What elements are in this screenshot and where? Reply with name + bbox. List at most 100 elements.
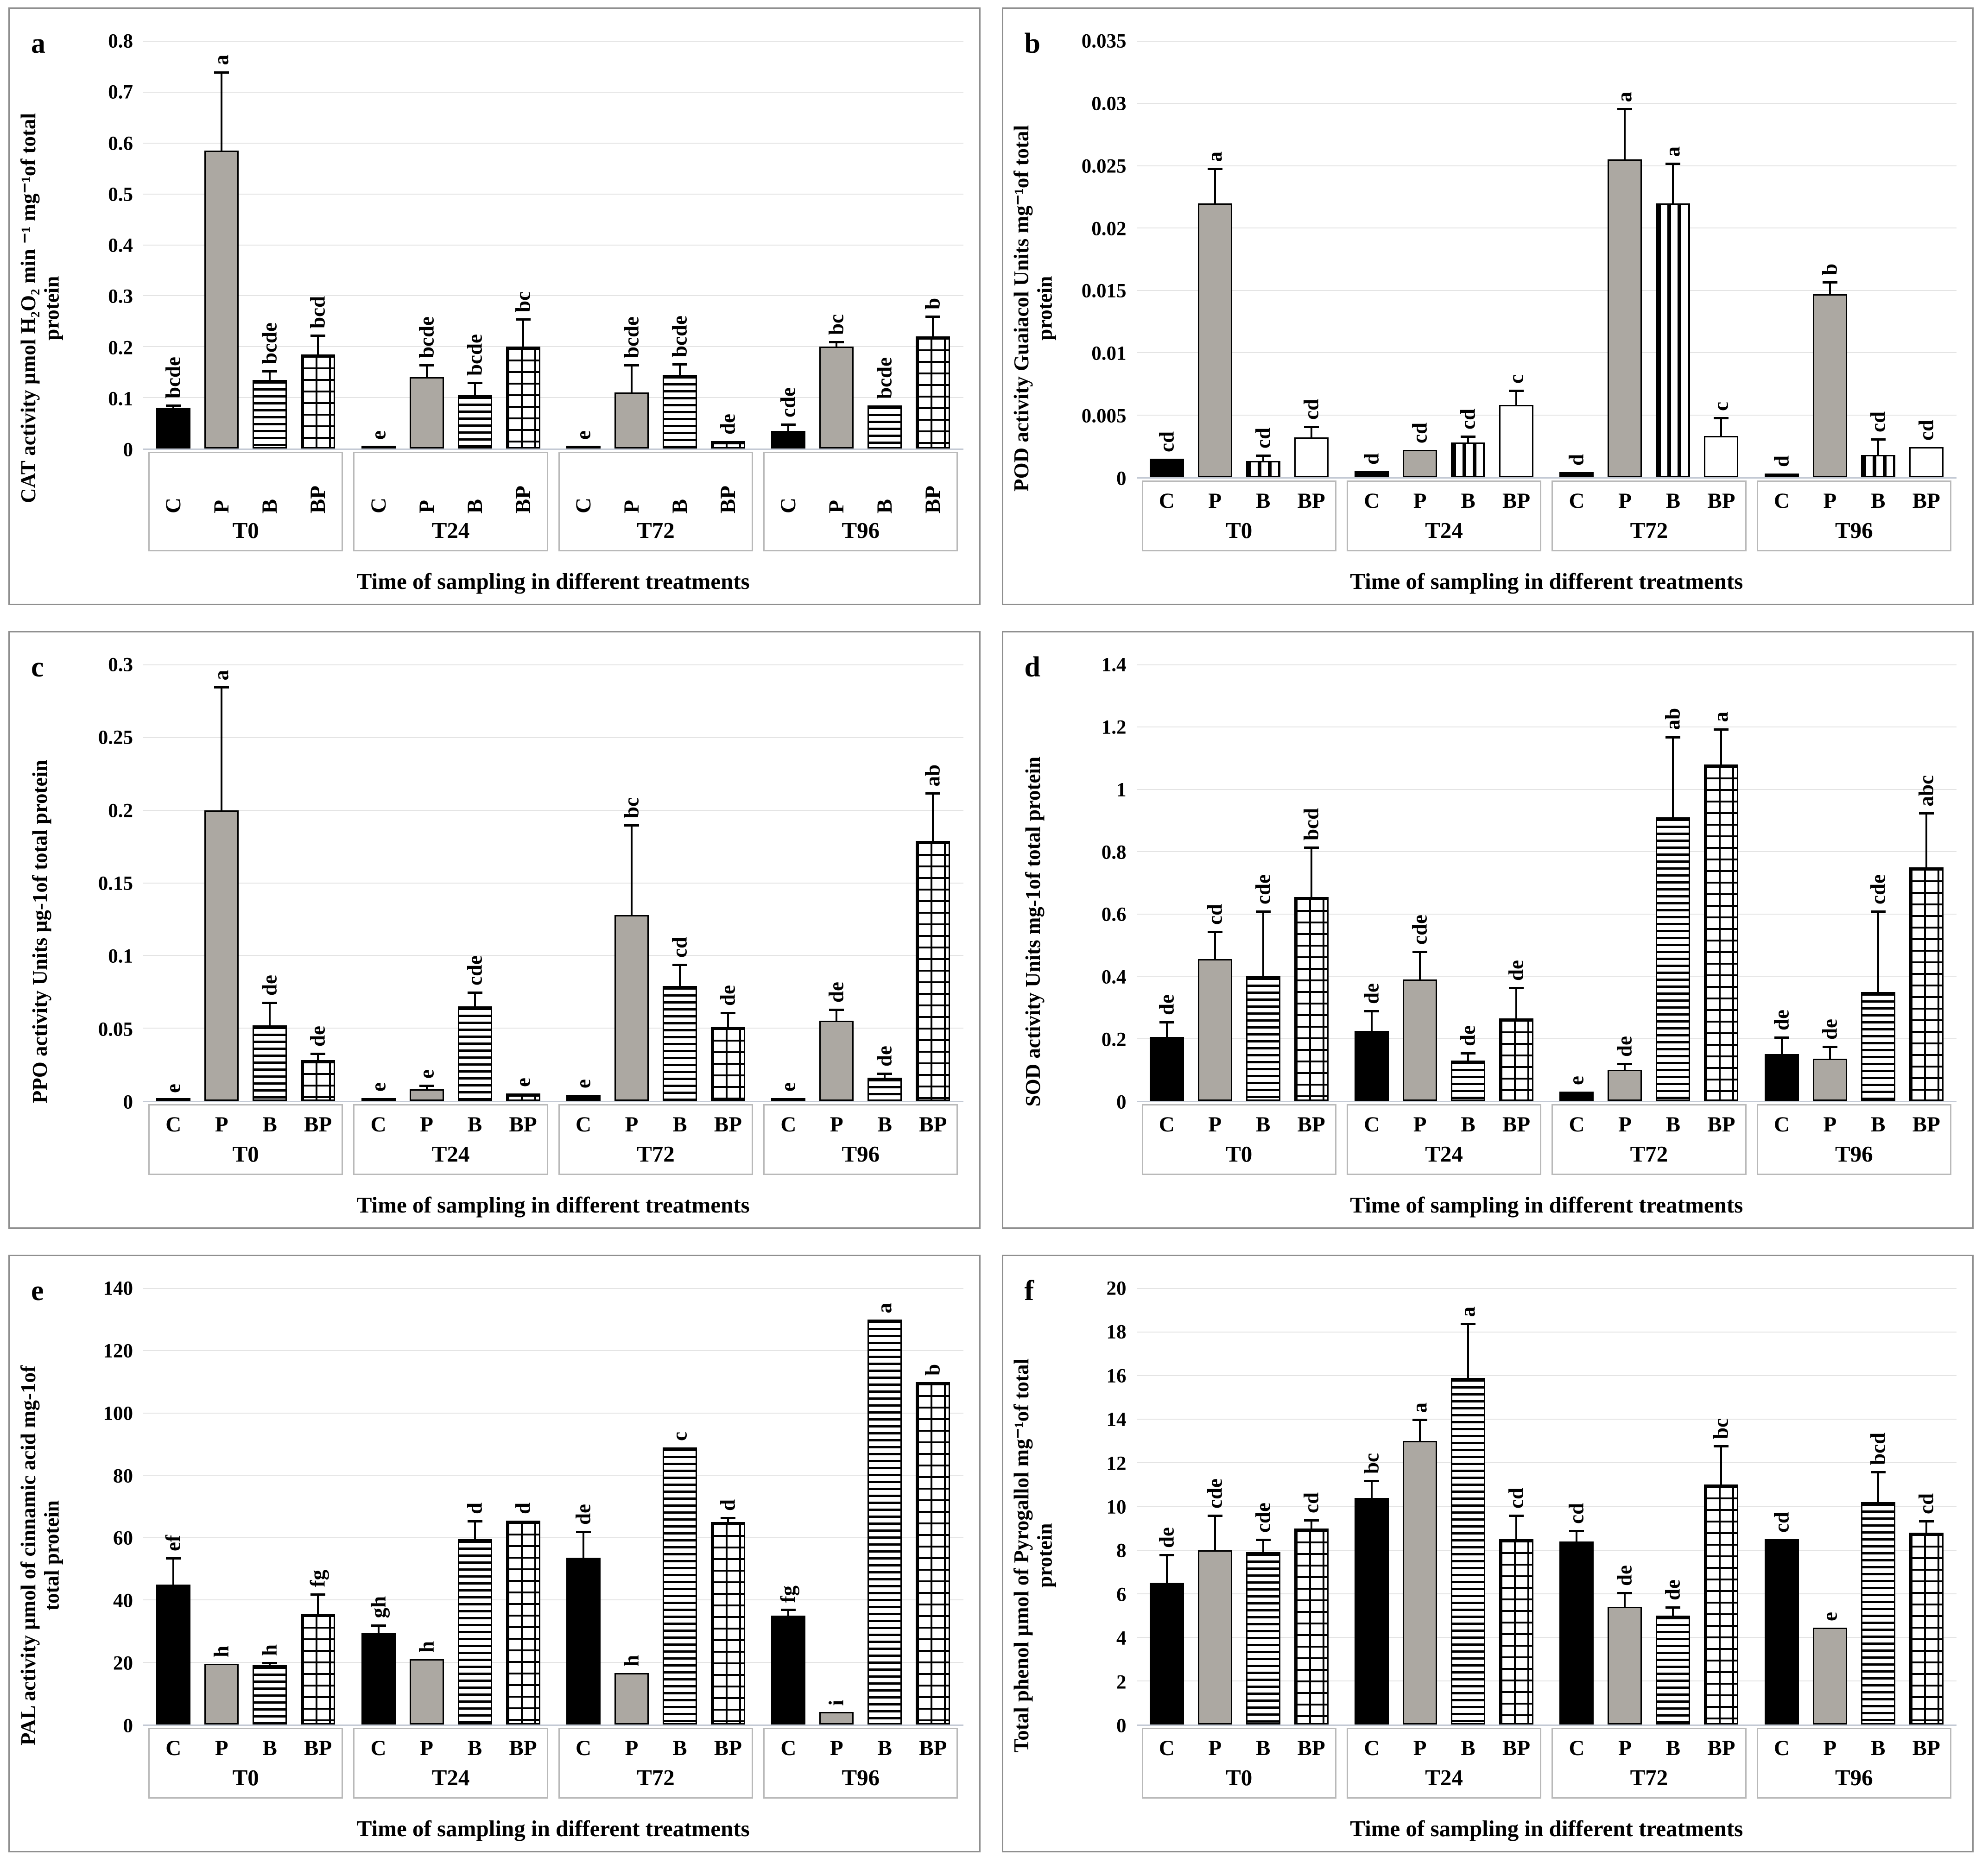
- error-bar-cap: [672, 964, 687, 966]
- significance-letter: de: [1661, 1579, 1684, 1600]
- bar-T96-B: [1861, 992, 1895, 1101]
- gridline: [143, 41, 963, 42]
- error-bar: [1672, 163, 1674, 203]
- bar-slot: cd: [1451, 41, 1486, 477]
- y-tick-label: 0.8: [108, 30, 133, 52]
- group-box-T96: C P B BP T96: [763, 452, 958, 551]
- group-label: T0: [1226, 1765, 1253, 1790]
- significance-letter: bcd: [1866, 1433, 1890, 1465]
- group-label: T24: [1425, 1765, 1463, 1790]
- x-tick-label-text: C: [571, 498, 595, 513]
- x-tick-label: BP: [1297, 489, 1325, 513]
- bar-T96-BP: [1909, 1532, 1944, 1724]
- group-label: T0: [232, 1765, 259, 1790]
- x-tick-label: B: [262, 1736, 277, 1760]
- error-bar-cap: [1304, 425, 1319, 428]
- significance-letter: de: [1155, 994, 1178, 1015]
- bar-T72-B: [1656, 817, 1691, 1101]
- bar-slot: bcde: [253, 41, 287, 448]
- group-label: T96: [1835, 1141, 1873, 1167]
- group-box-T72: C P B BP T72: [558, 1728, 754, 1799]
- error-bar-cap: [1714, 1445, 1729, 1447]
- error-bar: [727, 1012, 729, 1027]
- panel-letter-e: e: [31, 1275, 44, 1307]
- bar-slot: d: [1355, 41, 1389, 477]
- error-bar-cap: [1255, 1539, 1271, 1541]
- bar-slot: ab: [916, 665, 950, 1101]
- bar-slot: e: [156, 665, 191, 1101]
- bar-T24-B: [457, 395, 492, 448]
- bar-slot: b: [916, 1289, 950, 1724]
- error-bar: [1925, 1521, 1927, 1533]
- significance-letter: cd: [1770, 1512, 1793, 1533]
- bar-slot: ef: [156, 1289, 191, 1724]
- gridline: [1136, 1332, 1957, 1333]
- panel-e: e PAL activity µmol of cinnamic acid mg-1…: [8, 1255, 981, 1852]
- bar-slot: de: [1499, 665, 1534, 1101]
- x-tick-label: B: [877, 1736, 892, 1760]
- gridline: [143, 1288, 963, 1289]
- bar-slot: de: [710, 41, 745, 448]
- bar-slot: cd: [1909, 41, 1944, 477]
- x-axis-spacer: [1058, 1728, 1137, 1799]
- x-tick-label: B: [877, 1112, 892, 1137]
- x-tick-label: B: [253, 460, 287, 513]
- y-tick-label: 0.15: [98, 872, 133, 895]
- group-box-T24: C P B BP T24: [1346, 480, 1542, 551]
- significance-letter: e: [776, 1082, 800, 1092]
- gridline: [143, 295, 963, 297]
- y-tick-label: 0.005: [1081, 405, 1127, 427]
- group-box-T96: C P B BP T96: [1756, 480, 1951, 551]
- y-axis-title-area: POD activity Guaiacol Units mg⁻¹of total…: [1009, 20, 1058, 596]
- x-tick-label: C: [1569, 489, 1585, 513]
- error-bar: [1829, 281, 1831, 294]
- x-tick-label: P: [204, 460, 239, 513]
- bar-slot: e: [1559, 665, 1594, 1101]
- bar-slot: cd: [1246, 41, 1280, 477]
- gridline: [143, 1412, 963, 1414]
- error-bar: [1467, 1052, 1469, 1061]
- bar-T0-C: [156, 1584, 191, 1724]
- significance-letter: e: [367, 1082, 390, 1092]
- significance-letter: cd: [1564, 1503, 1588, 1524]
- panel-letter-d: d: [1024, 651, 1040, 683]
- significance-letter: e: [1564, 1075, 1588, 1085]
- x-group-T24: C P B BP T24: [1342, 1728, 1546, 1799]
- x-tick-label: B: [1665, 1112, 1681, 1137]
- panel-body: PAL activity µmol of cinnamic acid mg-1o…: [15, 1267, 963, 1844]
- plot-area: de cde cde cd bc a a cd cd de de bc cd e bcd cd: [1136, 1288, 1957, 1726]
- error-bar: [630, 825, 633, 915]
- error-bar-cap: [1461, 1323, 1476, 1326]
- y-axis-title-area: PAL activity µmol of cinnamic acid mg-1o…: [15, 1267, 64, 1844]
- x-tick-label: P: [1208, 1112, 1222, 1137]
- error-bar: [1829, 1046, 1831, 1059]
- error-bar-cap: [1159, 1021, 1174, 1023]
- significance-letter: ef: [161, 1535, 185, 1552]
- x-groups: C P B BP T0 C P B BP T24 C P B BP T72 C P B BP T96: [143, 452, 963, 551]
- x-groups: C P B BP T0 C P B BP T24 C P B BP T72 C P B BP T96: [143, 1104, 963, 1175]
- error-bar: [1720, 728, 1722, 765]
- y-tick-label: 1.4: [1101, 654, 1127, 676]
- x-tick-label-text: B: [462, 499, 487, 513]
- x-tick-label: B: [868, 460, 902, 513]
- panel-d: d SOD activity Units mg-1of total protein…: [1001, 631, 1974, 1229]
- plot-row: 0 0.005 0.01 0.015 0.02 0.025 0.03 0.035 cd a cd cd…: [1058, 20, 1957, 490]
- error-bar-cap: [467, 991, 482, 994]
- bar-slot: bcde: [662, 41, 697, 448]
- error-bar: [1419, 1419, 1421, 1441]
- gridline: [1136, 414, 1957, 416]
- bar-T24-P: [1403, 979, 1437, 1101]
- x-tick-label: BP: [1912, 1112, 1940, 1137]
- bar-T0-C: [1149, 1583, 1184, 1724]
- treatment-labels: C P B BP: [1348, 488, 1540, 513]
- treatment-labels: C P B BP: [1143, 1736, 1335, 1761]
- x-group-T96: C P B BP T96: [758, 1104, 963, 1175]
- y-tick-label: 10: [1106, 1496, 1127, 1518]
- x-axis-row: C P B BP T0 C P B BP T24 C P B BP T72 C P B BP T96: [64, 452, 963, 551]
- x-tick-label: P: [1413, 1736, 1427, 1760]
- x-tick-label: B: [1256, 489, 1271, 513]
- error-bar: [221, 71, 223, 151]
- error-bar: [1419, 951, 1421, 979]
- error-bar-cap: [1304, 1519, 1319, 1522]
- x-tick-label: P: [830, 1736, 843, 1760]
